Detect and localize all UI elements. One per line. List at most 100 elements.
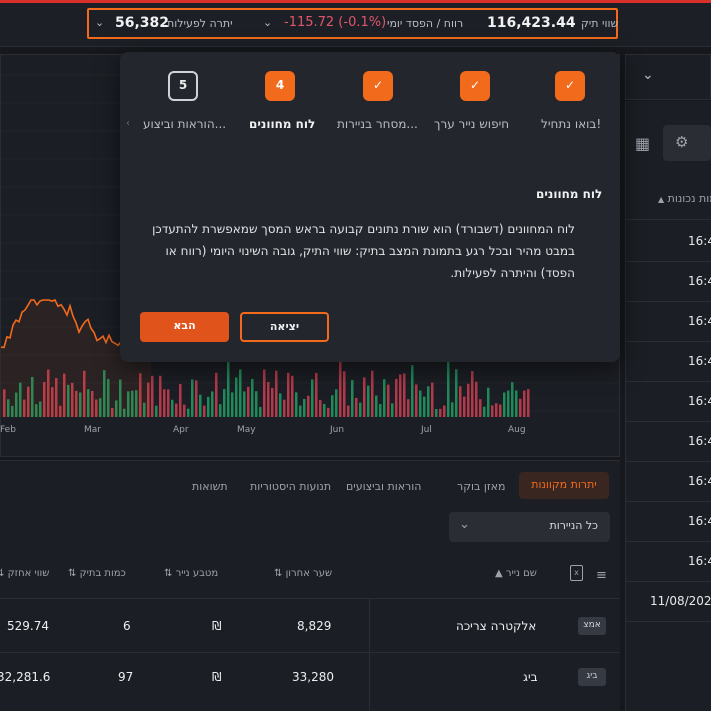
step-label: הוראות וביצוע... [143,117,227,131]
volume-bar [219,404,222,417]
volume-bar [391,403,394,417]
portfolio-label: שווי תיק [581,17,619,30]
volume-bar [71,382,74,417]
column-header-last[interactable]: ⇅ שער אחרון [274,568,333,579]
menu-icon[interactable]: ≡ [596,568,607,583]
right-panel [625,101,711,711]
volume-bar [31,376,34,417]
volume-bar [91,390,94,417]
volume-bar [211,391,214,417]
step-marker-5: 5 [168,71,198,101]
volume-bar [463,396,466,417]
volume-bar [15,392,18,417]
volume-bar [135,390,138,417]
excel-export-icon[interactable]: x [570,565,583,581]
chevron-down-icon[interactable]: ⌄ [95,16,105,29]
volume-bar [523,390,526,417]
x-axis-label: Jul [421,425,432,435]
volume-bar [511,382,514,417]
column-header-qty[interactable]: ⇅ כמות בתיק [68,568,126,579]
volume-bar [231,392,234,417]
volume-bar [435,408,438,417]
column-header-name[interactable]: ▲ שם נייר [495,568,537,579]
column-header-currency[interactable]: ⇅ מטבע נייר [164,568,219,579]
next-button[interactable]: הבא [140,312,229,342]
volume-bar [331,395,334,417]
volume-bar [283,399,286,417]
volume-bar [503,392,506,417]
volume-bar [75,390,78,417]
volume-bar [235,377,238,417]
volume-bar [59,405,62,417]
volume-bar [447,352,450,417]
volume-bar [267,381,270,417]
filter-value: כל הניירות [549,519,598,532]
filter-settings-icon[interactable]: ⚙ [663,125,711,161]
volume-bar [399,374,402,417]
security-name[interactable]: ביג [523,670,538,684]
volume-bar [263,369,266,417]
volume-bar [79,392,82,417]
tab-orders[interactable]: הוראות וביצועים [346,480,422,493]
tab-online-balances[interactable]: יתרות מקוונות [519,472,609,499]
volume-bar [11,405,14,417]
volume-bar [319,400,322,417]
modal-body: לוח המחוונים (דשבורד) הוא שורת נתונים קב… [152,222,575,280]
volume-bar [459,386,462,417]
volume-bar [343,371,346,417]
volume-bar [427,386,430,417]
volume-bar [187,408,190,417]
time-cell: 16:4 [626,382,711,422]
volume-bar [51,387,54,417]
volume-bar [111,408,114,417]
volume-bar [367,385,370,417]
grid-view-icon[interactable]: ▦ [635,134,651,153]
currency: ₪ [212,670,222,684]
volume-bar [175,403,178,417]
modal-title: לוח מחוונים [536,187,603,201]
x-axis-label: May [237,425,256,435]
volume-bar [279,393,282,417]
volume-bar [167,389,170,417]
volume-bar [159,375,162,417]
volume-bar [215,372,218,417]
volume-bar [495,403,498,417]
right-select[interactable]: ⌄ [625,54,711,100]
volume-bar [339,343,342,417]
security-name[interactable]: אלקטרה צריכה [456,619,537,633]
tab-morning-balance[interactable]: מאזן בוקר [457,480,506,493]
volume-bar [519,398,522,417]
volume-bar [491,405,494,417]
volume-bar [455,369,458,417]
chevron-left-icon[interactable]: ‹ [126,118,130,129]
volume-bar [47,369,50,417]
tab-history[interactable]: תנועות היסטוריות [250,480,332,493]
step-label-current: לוח מחוונים [249,117,316,131]
volume-bar [359,402,362,417]
exit-button[interactable]: יציאה [240,312,329,342]
volume-bar [475,381,478,417]
volume-bar [487,387,490,417]
volume-bar [247,386,250,417]
volume-bar [203,405,206,417]
volume-bar [483,406,486,417]
step-label: בואו נתחיל! [541,117,602,131]
volume-bar [83,370,86,417]
volume-bar [143,402,146,417]
column-header-value[interactable]: ⇅ שווי אחזק [0,568,50,579]
volume-bar [403,373,406,417]
step-marker-3: ✓ [363,71,393,101]
volume-bar [451,402,454,417]
tab-returns[interactable]: תשואות [192,480,228,493]
volume-bar [407,399,410,417]
chevron-down-icon[interactable]: ⌄ [263,16,273,29]
volume-bar [191,379,194,417]
volume-bar [499,404,502,417]
volume-bar [55,378,58,417]
onboarding-modal [120,52,620,362]
security-tag: ביג [578,668,606,686]
accent-line [0,0,711,3]
step-label: חיפוש נייר ערך [434,117,510,131]
securities-filter[interactable]: ⌄ כל הניירות [449,512,610,542]
volume-bar [467,383,470,417]
